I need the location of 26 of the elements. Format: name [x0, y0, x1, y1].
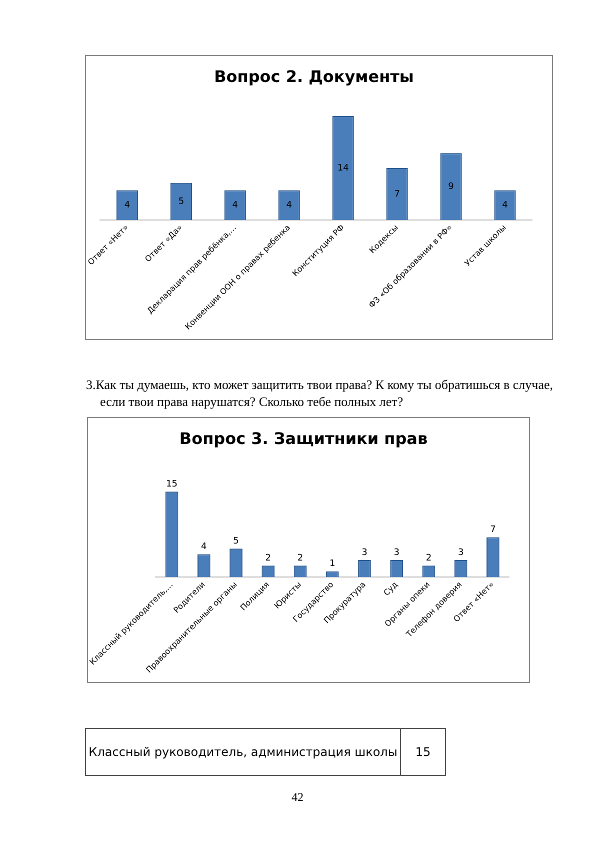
text: Классный руководитель, администрация школы: [86, 728, 400, 776]
data-label: 14: [337, 163, 350, 174]
chart-title: Вопрос 3. Защитники прав: [179, 428, 428, 448]
data-label: 4: [286, 200, 292, 210]
data-label: 9: [448, 182, 454, 192]
data-label: 4: [502, 200, 508, 210]
data-label: 5: [178, 196, 184, 207]
text: 3.Как ты думаешь, кто может защитить твои права? К кому ты обратишься в случае, если твои права нарушатся? Сколько тебе полных лет?: [86, 376, 554, 410]
data-label: 3: [458, 548, 464, 558]
text: 42: [290, 790, 304, 805]
data-label: 3: [394, 548, 400, 558]
data-label: 5: [233, 536, 239, 546]
data-label: 2: [297, 554, 304, 564]
data-label: 2: [426, 554, 432, 564]
chart-title: Вопрос 2. Документы: [214, 66, 414, 86]
x-tick-label: Суд: [382, 580, 400, 598]
data-label: 15: [166, 480, 178, 490]
data-label: 7: [394, 189, 400, 200]
data-label: 1: [330, 559, 336, 570]
data-label: 7: [490, 525, 496, 536]
data-label: 4: [201, 542, 208, 552]
data-label: 4: [124, 200, 130, 210]
text: 15: [400, 728, 446, 776]
data-label: 2: [265, 554, 272, 564]
data-label: 4: [232, 200, 238, 210]
data-label: 3: [362, 548, 368, 558]
